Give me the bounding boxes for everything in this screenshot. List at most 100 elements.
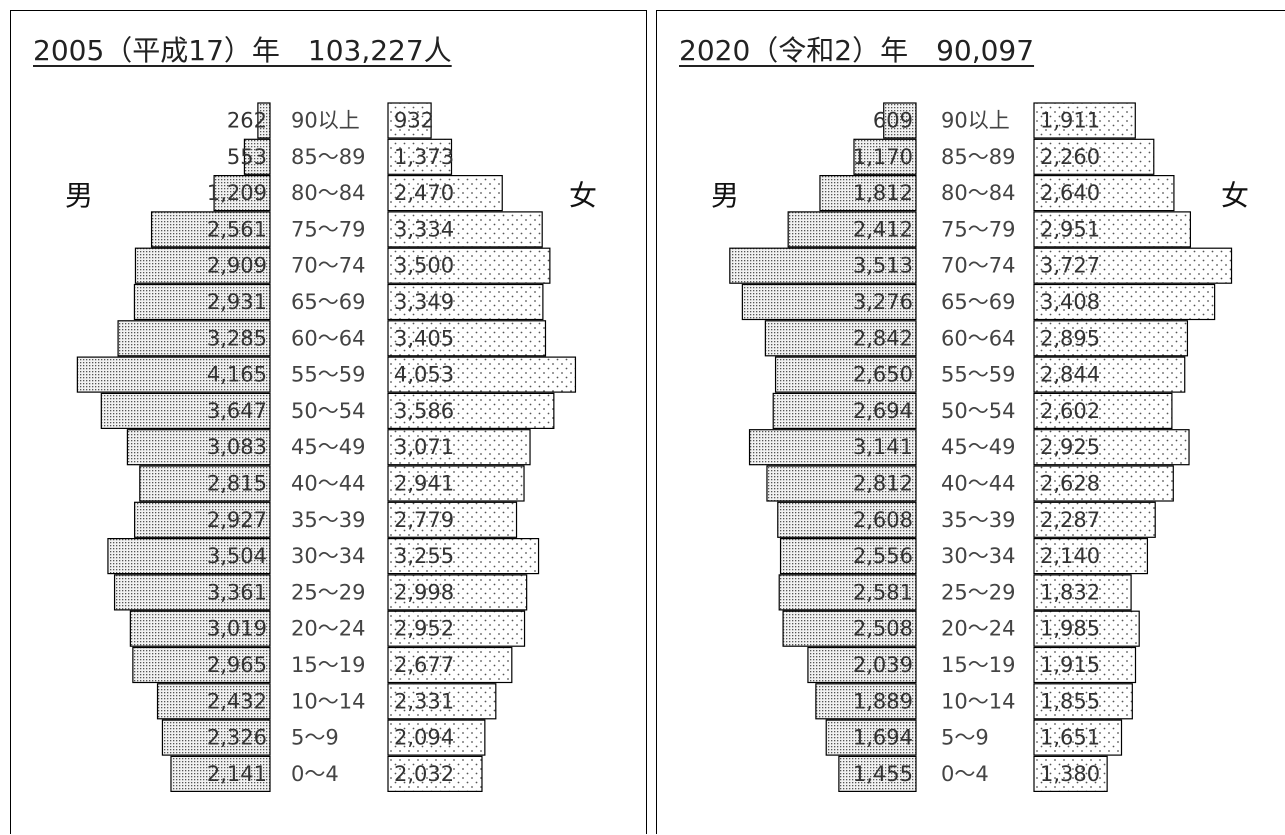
bar-male-16 (815, 683, 917, 720)
label-male-7: 4,165 (207, 363, 267, 387)
bar-female-16 (387, 683, 497, 720)
female-label: 女 (1221, 179, 1250, 212)
label-female-9: 3,071 (394, 435, 454, 459)
bar-male-12 (107, 537, 271, 575)
label-male-18: 1,455 (853, 762, 913, 786)
bar-male-10 (766, 465, 917, 502)
age-group-label-4: 70～74 (291, 254, 365, 278)
age-group-label-8: 50～54 (941, 399, 1015, 423)
bar-male-13 (113, 574, 271, 611)
bar-female-12 (1033, 537, 1149, 575)
bar-female-13 (1033, 574, 1132, 611)
label-male-11: 2,608 (853, 508, 913, 532)
age-group-label-16: 10～14 (291, 689, 365, 713)
label-male-10: 2,815 (207, 472, 267, 496)
label-male-2: 1,812 (853, 181, 913, 205)
label-male-14: 3,019 (207, 617, 267, 641)
bar-male-1 (243, 138, 271, 175)
label-male-2: 1,209 (207, 181, 267, 205)
bar-male-18 (170, 755, 271, 793)
bar-female-5 (387, 283, 544, 321)
label-male-16: 2,432 (207, 689, 267, 713)
label-female-2: 2,640 (1040, 181, 1100, 205)
bar-female-11 (1033, 501, 1156, 538)
bar-female-12 (387, 537, 540, 575)
label-male-6: 3,285 (207, 326, 267, 350)
label-female-16: 2,331 (394, 689, 454, 713)
label-female-18: 1,380 (1040, 762, 1100, 786)
bar-female-6 (1033, 320, 1189, 357)
bar-male-18 (838, 755, 917, 793)
label-male-17: 1,694 (853, 726, 913, 750)
label-male-15: 2,039 (853, 653, 913, 677)
bar-male-5 (741, 283, 917, 321)
label-male-0: 609 (873, 109, 913, 133)
age-group-label-13: 25～29 (941, 580, 1015, 604)
bar-female-8 (387, 392, 555, 429)
label-male-3: 2,412 (853, 217, 913, 241)
label-male-9: 3,083 (207, 435, 267, 459)
label-male-0: 262 (227, 109, 267, 133)
label-female-8: 3,586 (394, 399, 454, 423)
pyramid-panel-2005: 2005（平成17）年 103,227人 男 女 262 90以上 932 553 85… (10, 10, 647, 834)
bar-female-11 (387, 501, 518, 538)
label-female-6: 2,895 (1040, 326, 1100, 350)
population-pyramid-2020: 609 90以上 1,911 1,170 85～89 2,260 1,812 80～84 2,6… (729, 102, 1233, 793)
bar-female-15 (1033, 646, 1137, 684)
age-group-label-10: 40～44 (941, 472, 1015, 496)
label-male-18: 2,141 (207, 762, 267, 786)
chart-title: 2020（令和2）年 90,097 (679, 34, 1035, 67)
age-group-label-7: 55～59 (941, 363, 1015, 387)
age-group-label-10: 40～44 (291, 472, 365, 496)
bar-male-4 (134, 247, 271, 284)
bar-male-15 (807, 646, 917, 684)
bar-male-3 (787, 211, 917, 248)
bar-female-8 (1033, 392, 1173, 429)
label-male-12: 3,504 (207, 544, 267, 568)
age-group-label-7: 55～59 (291, 363, 365, 387)
label-female-15: 1,915 (1040, 653, 1100, 677)
label-female-11: 2,287 (1040, 508, 1100, 532)
bar-female-7 (1033, 356, 1186, 393)
bar-male-17 (161, 719, 271, 756)
age-group-label-14: 20～24 (941, 617, 1015, 641)
bar-male-8 (100, 392, 271, 429)
age-group-label-17: 5～9 (941, 726, 989, 750)
bar-female-1 (387, 138, 453, 175)
bar-female-2 (387, 175, 503, 212)
bar-male-7 (774, 356, 917, 393)
age-group-label-6: 60～64 (941, 326, 1015, 350)
label-male-7: 2,650 (853, 363, 913, 387)
age-group-label-2: 80～84 (291, 181, 365, 205)
age-group-label-5: 65～69 (291, 290, 365, 314)
age-group-label-0: 90以上 (291, 109, 360, 133)
bar-male-13 (778, 574, 917, 611)
bar-male-11 (134, 501, 271, 538)
label-male-4: 3,513 (853, 254, 913, 278)
label-female-11: 2,779 (394, 508, 454, 532)
age-group-label-6: 60～64 (291, 326, 365, 350)
age-group-label-2: 80～84 (941, 181, 1015, 205)
age-group-label-9: 45～49 (941, 435, 1015, 459)
pyramid-panel-2020: 2020（令和2）年 90,097 男 女 609 90以上 1,911 1,170 8… (656, 10, 1285, 834)
bar-male-14 (129, 610, 271, 647)
bar-male-6 (117, 320, 271, 357)
label-female-7: 2,844 (1040, 363, 1100, 387)
bar-female-7 (387, 356, 577, 393)
label-female-8: 2,602 (1040, 399, 1100, 423)
label-female-16: 1,855 (1040, 689, 1100, 713)
population-pyramid-2005: 262 90以上 932 553 85～89 1,373 1,209 80～84 2,470 2,… (76, 102, 577, 793)
bar-female-10 (387, 465, 525, 502)
label-male-14: 2,508 (853, 617, 913, 641)
label-female-7: 4,053 (394, 363, 454, 387)
bar-male-7 (76, 356, 271, 393)
age-group-label-0: 90以上 (941, 109, 1010, 133)
bar-female-15 (387, 646, 513, 684)
bar-female-10 (1033, 465, 1174, 502)
label-male-13: 3,361 (207, 580, 267, 604)
bar-male-12 (779, 537, 917, 575)
label-female-0: 1,911 (1040, 109, 1100, 133)
label-female-13: 1,832 (1040, 580, 1100, 604)
bar-male-9 (126, 429, 271, 466)
label-female-12: 3,255 (394, 544, 454, 568)
